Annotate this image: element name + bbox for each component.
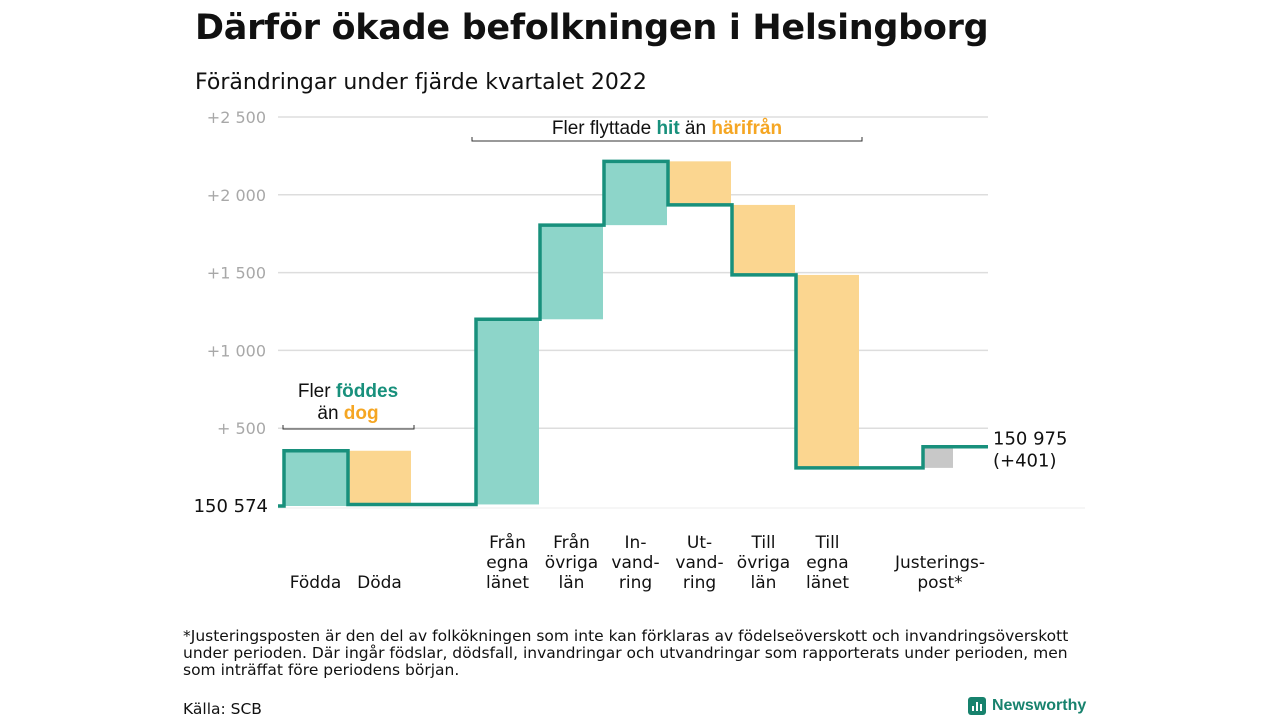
category-label: Till övriga län	[737, 533, 790, 593]
annotation-bracket-births	[282, 425, 415, 430]
bar-chart-icon	[968, 697, 986, 715]
start-value-label: 150 574	[194, 496, 268, 517]
category-label: Ut-vand-ring	[675, 533, 723, 593]
category-label: Justerings-post*	[894, 553, 985, 593]
chart-title: Därför ökade befolkningen i Helsingborg	[195, 8, 989, 48]
category-label: Från egna länet	[486, 532, 529, 593]
bar-2	[348, 450, 411, 505]
bar-3	[476, 319, 539, 505]
category-label: In-vand-ring	[611, 533, 659, 593]
bar-1	[284, 450, 347, 506]
brand-name: Newsworthy	[992, 697, 1087, 714]
running-total-line	[278, 159, 988, 508]
category-label: Till egna länet	[806, 533, 849, 593]
y-tick-label: +1 000	[207, 341, 266, 360]
y-tick-label: +2 000	[207, 186, 266, 205]
chart-subtitle: Förändringar under fjärde kvartalet 2022	[195, 70, 647, 95]
category-label: Från övriga län	[545, 532, 598, 593]
y-tick-label: +2 500	[207, 108, 266, 127]
category-label: Födda	[290, 573, 342, 593]
bar-4	[540, 225, 603, 320]
annotation-bracket-migration	[471, 137, 863, 142]
bar-8	[796, 274, 859, 468]
bar-7	[732, 204, 795, 275]
bar-6	[668, 161, 731, 205]
annotation-migration: Fler flyttade hit än härifrån	[552, 118, 782, 139]
waterfall-chart: + 500 +1 000 +1 500 +2 000 +2 500 150 574 150 …	[194, 108, 1085, 593]
annotation-births-line1: Fler föddes	[298, 381, 398, 402]
end-change-label: (+401)	[993, 451, 1056, 472]
bar-5	[604, 161, 667, 226]
end-value-label: 150 975	[993, 429, 1067, 450]
annotation-births-line2: än dog	[317, 403, 378, 424]
bar-9	[923, 446, 953, 468]
brand-logo[interactable]: Newsworthy	[968, 697, 1086, 715]
source-label: Källa: SCB	[183, 700, 262, 718]
y-tick-label: + 500	[217, 419, 266, 438]
y-tick-label: +1 500	[207, 264, 266, 283]
category-label: Döda	[357, 573, 402, 593]
footnote: *Justeringsposten är den del av folkökni…	[183, 627, 1069, 679]
